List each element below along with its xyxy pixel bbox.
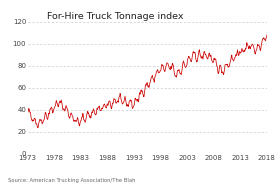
Text: For-Hire Truck Tonnage index: For-Hire Truck Tonnage index [47,12,183,21]
Text: Source: American Trucking Association/The Blah: Source: American Trucking Association/Th… [8,178,136,183]
